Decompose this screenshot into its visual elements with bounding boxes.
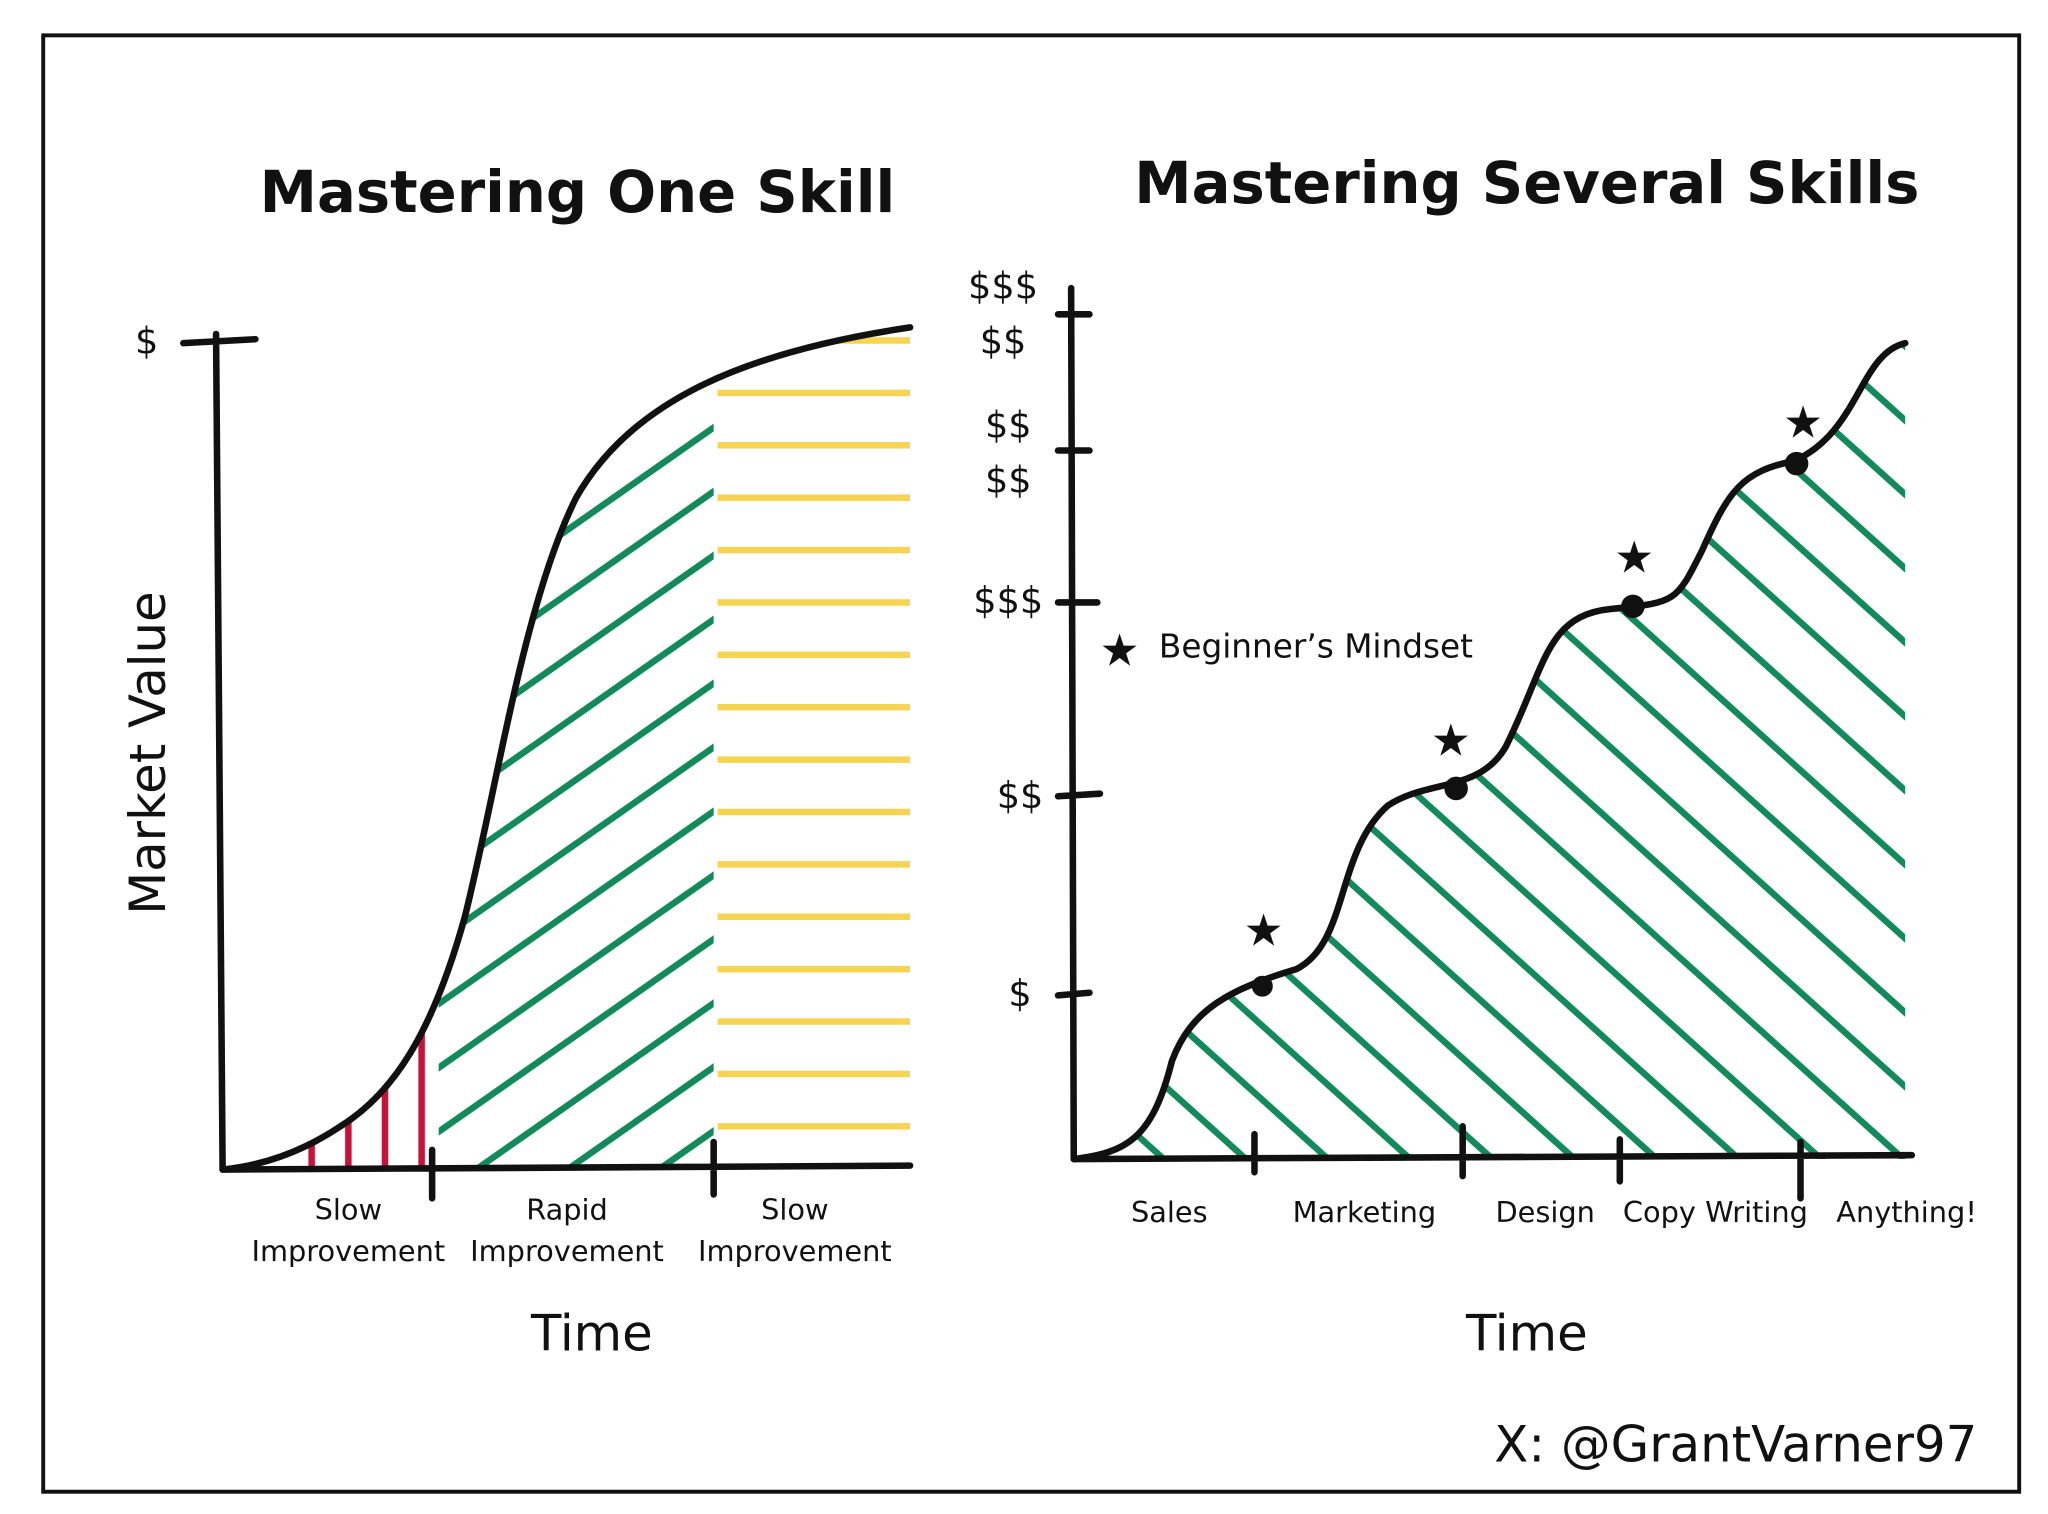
phase-label: Slow <box>761 1192 828 1226</box>
svg-text:★: ★ <box>1431 716 1471 767</box>
category-label: Anything! <box>1836 1195 1977 1229</box>
phase-label: Improvement <box>251 1234 445 1268</box>
credit: X: @GrantVarner97 <box>1494 1416 1977 1474</box>
y-label: $ <box>1008 972 1031 1015</box>
svg-text:★: ★ <box>1100 625 1140 676</box>
right-title: Mastering Several Skills <box>1134 150 1919 217</box>
legend-label: Beginner’s Mindset <box>1159 627 1473 665</box>
y-top-label: $ <box>135 320 158 363</box>
x-axis-label: Time <box>530 1304 653 1362</box>
plateau-hatch <box>717 333 911 1170</box>
left-curve <box>219 324 914 1173</box>
svg-text:★: ★ <box>1783 397 1823 448</box>
y-label: $$$ <box>973 579 1043 622</box>
milestones <box>1251 451 1809 997</box>
phase-label: Improvement <box>470 1234 664 1268</box>
y-label: $$ <box>980 320 1027 363</box>
phase-label: Rapid <box>526 1192 608 1226</box>
right-curve <box>1070 339 1909 1163</box>
y-label: $$ <box>985 403 1032 446</box>
category-label: Marketing <box>1293 1195 1437 1229</box>
category-label: Copy Writing <box>1623 1195 1808 1229</box>
x-axis-label: Time <box>1465 1304 1588 1362</box>
phase-label: Slow <box>315 1192 382 1226</box>
y-axis-label: Market Value <box>119 591 177 914</box>
category-label: Sales <box>1131 1195 1208 1229</box>
y-label: $$ <box>985 458 1032 501</box>
svg-text:★: ★ <box>1244 906 1284 957</box>
left-title: Mastering One Skill <box>260 159 896 226</box>
y-label: $$ <box>997 774 1044 817</box>
svg-text:★: ★ <box>1614 532 1654 583</box>
stars: ★ ★ ★ ★ ★ <box>1100 397 1823 956</box>
y-label: $$$ <box>968 265 1038 308</box>
phase-label: Improvement <box>698 1234 892 1268</box>
category-label: Design <box>1495 1195 1594 1229</box>
